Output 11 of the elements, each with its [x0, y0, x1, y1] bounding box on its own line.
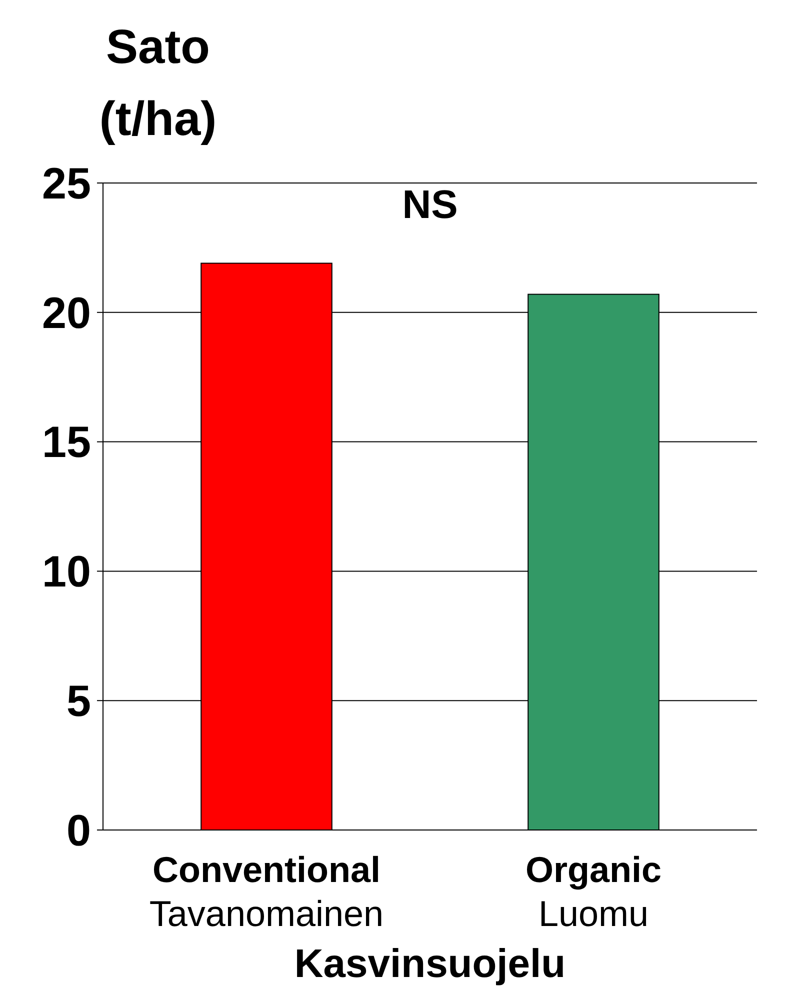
- y-tick-label: 5: [66, 677, 91, 726]
- x-tick-label: Organic Luomu: [525, 849, 662, 934]
- y-tick-label: 0: [66, 806, 91, 856]
- x-axis-title: Kasvinsuojelu: [294, 942, 566, 986]
- y-axis-title: Sato (t/ha): [99, 21, 217, 146]
- x-tick-label: Conventional Tavanomainen: [149, 849, 384, 934]
- y-tick-label: 25: [42, 159, 91, 208]
- y-tick-label: 10: [42, 548, 91, 597]
- y-tick-label: 20: [42, 288, 91, 338]
- y-tick-label: 15: [42, 418, 91, 468]
- annotation: NS: [402, 183, 458, 227]
